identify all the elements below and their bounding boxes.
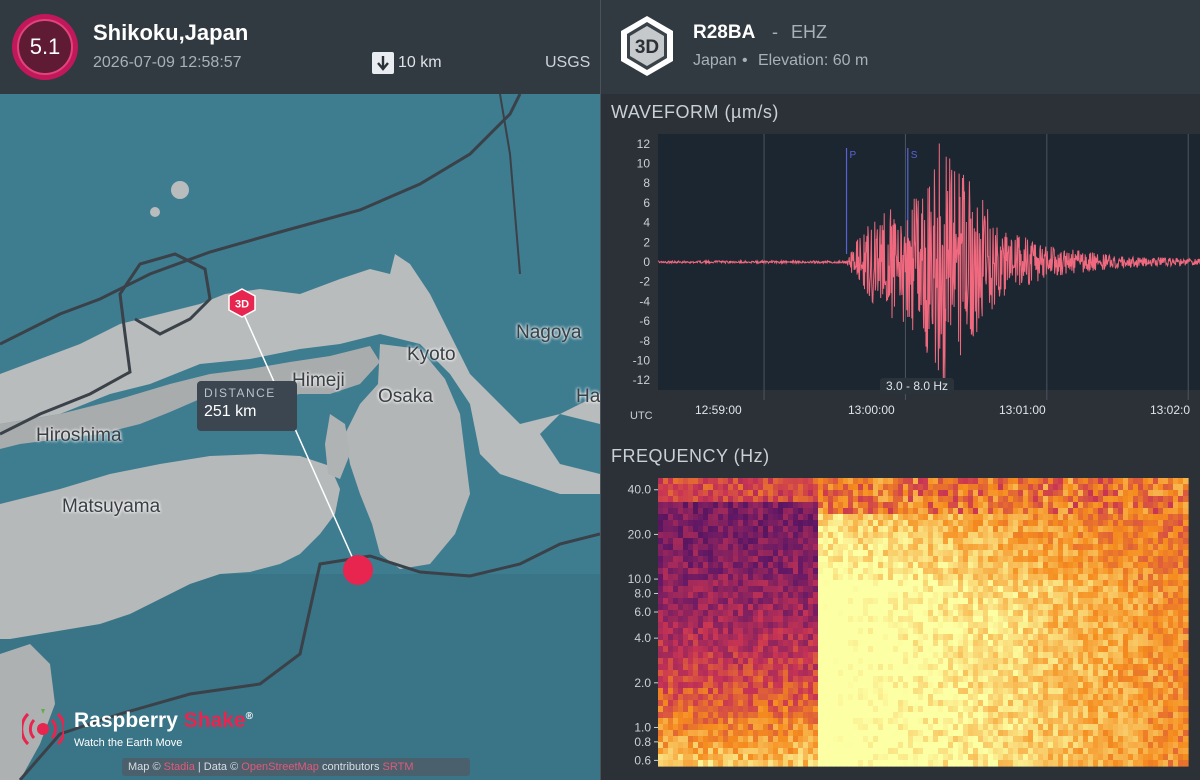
time-tick-label: 13:01:00 — [999, 403, 1046, 417]
waveform-y-tick: 2 — [643, 235, 650, 249]
station-channel: EHZ — [791, 22, 827, 42]
spectrogram-y-tick: 40.0 — [628, 483, 652, 497]
spectrogram-cells — [658, 478, 1189, 767]
waveform-y-tick: 8 — [643, 176, 650, 190]
station-country: Japan — [693, 52, 737, 69]
waveform-y-tick: -6 — [639, 314, 650, 328]
panel-divider — [600, 0, 601, 780]
waveform-y-tick: 12 — [637, 137, 651, 151]
time-tick-label: 13:02:0 — [1150, 403, 1191, 417]
event-header: 5.1 Shikoku,Japan 2026-07-09 12:58:57 10… — [0, 0, 600, 94]
brand-name: Raspberry Shake® — [74, 709, 253, 733]
brand-trademark: ® — [245, 711, 253, 722]
attribution-osm-link[interactable]: OpenStreetMap — [241, 761, 319, 773]
event-source: USGS — [545, 54, 591, 71]
spectrogram-y-tick: 4.0 — [634, 631, 651, 645]
distance-label: DISTANCE — [204, 386, 276, 400]
waveform-y-tick: 0 — [643, 255, 650, 269]
magnitude-badge: 5.1 — [12, 14, 78, 80]
map-label-ha: Ha — [576, 386, 600, 407]
waveform-y-tick: -8 — [639, 334, 650, 348]
distance-tooltip: DISTANCE 251 km — [197, 381, 297, 431]
station-badge-label: 3D — [635, 37, 659, 58]
attribution-data-prefix: | Data © — [197, 761, 239, 773]
waveform-title: WAVEFORM (µm/s) — [611, 102, 779, 122]
map-attribution: Map © Stadia | Data © OpenStreetMap cont… — [122, 758, 470, 776]
map-label-hiroshima: Hiroshima — [36, 425, 122, 446]
station-bullet: • — [742, 52, 748, 69]
map-label-nagoya: Nagoya — [516, 322, 582, 343]
time-tick-label: 13:00:00 — [848, 403, 895, 417]
waveform-y-tick: 10 — [637, 157, 651, 171]
epicenter-marker[interactable] — [343, 555, 373, 585]
magnitude-value: 5.1 — [17, 19, 73, 75]
map-label-himeji: Himeji — [292, 370, 345, 391]
map-terrain — [0, 94, 600, 780]
waveform-y-tick: 6 — [643, 196, 650, 210]
map-label-matsuyama: Matsuyama — [62, 496, 161, 517]
map-label-kyoto: Kyoto — [407, 344, 456, 365]
phase-label-s: S — [911, 150, 918, 161]
station-code: R28BA — [693, 22, 756, 43]
spectrogram-y-tick: 0.8 — [634, 735, 651, 749]
event-place: Shikoku,Japan — [93, 20, 249, 45]
depth-value: 10 km — [398, 54, 442, 71]
event-depth: 10 km — [372, 52, 442, 74]
station-marker-label: 3D — [235, 299, 249, 311]
raspberry-shake-icon — [22, 709, 64, 746]
event-time: 2026-07-09 12:58:57 — [93, 54, 242, 71]
spectrogram-chart[interactable]: 40.0 20.0 10.08.0 6.0 4.0 2.0 1.00.8 0.6 — [601, 470, 1200, 770]
spectrogram-y-tick: 2.0 — [634, 676, 651, 690]
attribution-map-prefix: Map © — [128, 761, 161, 773]
waveform-y-tick: -4 — [639, 294, 650, 308]
time-tick-label: 12:59:00 — [695, 403, 742, 417]
frequency-title: FREQUENCY (Hz) — [611, 446, 770, 466]
station-separator: - — [772, 22, 778, 42]
brand-logo: Raspberry Shake® Watch the Earth Move — [22, 705, 302, 755]
spectrogram-y-tick: 20.0 — [628, 527, 652, 541]
attribution-suffix: contributors — [321, 761, 380, 773]
distance-value: 251 km — [204, 403, 257, 420]
station-elevation: Elevation: 60 m — [758, 52, 869, 69]
spectrogram-y-tick: 0.6 — [634, 753, 651, 767]
phase-label-p: P — [850, 150, 857, 161]
waveform-y-tick: 4 — [643, 216, 650, 230]
station-3d-badge: 3D — [619, 14, 675, 78]
map-label-osaka: Osaka — [378, 386, 433, 407]
station-marker[interactable]: 3D — [227, 288, 257, 318]
waveform-chart[interactable]: 12 10 8 6 4 2 0 -2 -4 -6 -8 -10 -12 P S — [601, 128, 1200, 400]
spectrogram-y-tick: 6.0 — [634, 605, 651, 619]
waveform-y-tick: -2 — [639, 275, 650, 289]
map[interactable]: Nagoya Kyoto Himeji Osaka Hiroshima Mats… — [0, 94, 600, 780]
brand-name-accent: Shake — [183, 709, 246, 732]
spectrogram-y-tick: 8.0 — [634, 586, 651, 600]
waveform-trace — [657, 143, 1200, 382]
waveform-y-tick: -10 — [633, 353, 651, 367]
arrow-down-icon — [372, 52, 394, 74]
station-header: 3D R28BA - EHZ Japan • Elevation: 60 m — [601, 0, 1200, 94]
spectrogram-y-tick: 1.0 — [634, 720, 651, 734]
brand-tagline: Watch the Earth Move — [74, 737, 183, 749]
attribution-srtm-link[interactable]: SRTM — [382, 761, 414, 773]
bandpass-label: 3.0 - 8.0 Hz — [880, 378, 955, 394]
utc-label: UTC — [630, 410, 653, 422]
attribution-stadia-link[interactable]: Stadia — [163, 761, 195, 773]
waveform-y-tick: -12 — [633, 373, 651, 387]
spectrogram-y-tick: 10.0 — [628, 572, 652, 586]
brand-name-main: Raspberry — [74, 709, 178, 732]
